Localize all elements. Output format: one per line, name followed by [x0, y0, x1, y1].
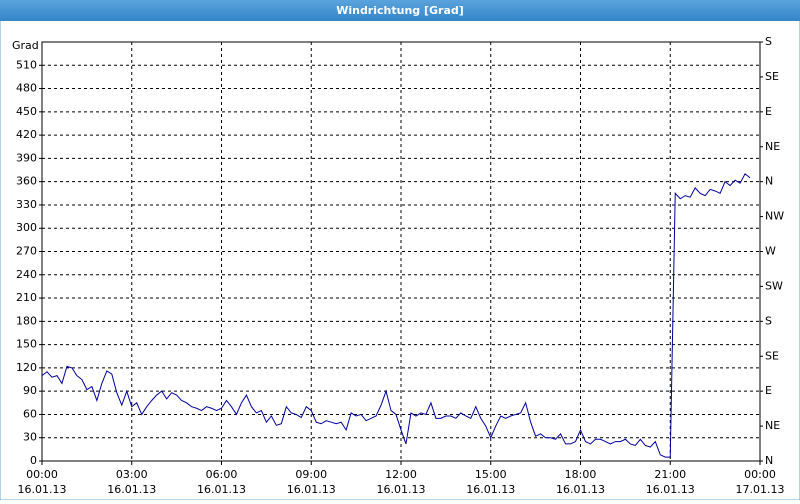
x-tick-date: 16.01.13 — [18, 483, 67, 496]
y-tick-label: 240 — [16, 268, 37, 281]
y-tick-label: 300 — [16, 221, 37, 234]
x-tick-label: 00:00 — [744, 468, 776, 481]
x-tick-date: 16.01.13 — [107, 483, 156, 496]
y-tick-label: 30 — [23, 431, 37, 444]
y-tick-label: 120 — [16, 361, 37, 374]
y-tick-label: 90 — [23, 384, 37, 397]
chart-title: Windrichtung [Grad] — [336, 4, 464, 17]
x-tick-label: 21:00 — [654, 468, 686, 481]
y2-tick-label: SE — [765, 349, 779, 362]
y-tick-label: 390 — [16, 151, 37, 164]
y2-tick-label: E — [765, 105, 772, 118]
y-tick-label: 180 — [16, 314, 37, 327]
y-tick-label: 0 — [30, 454, 37, 467]
data-line — [41, 173, 751, 458]
x-tick-date: 16.01.13 — [466, 483, 515, 496]
y2-tick-label: NW — [765, 210, 784, 223]
x-tick-label: 06:00 — [206, 468, 238, 481]
y2-tick-label: N — [765, 454, 773, 467]
y-tick-label: 420 — [16, 128, 37, 141]
y-tick-label: 450 — [16, 105, 37, 118]
x-tick-date: 16.01.13 — [287, 483, 336, 496]
y-tick-label: 150 — [16, 338, 37, 351]
y-tick-label: 330 — [16, 198, 37, 211]
x-tick-date: 17.01.13 — [736, 483, 785, 496]
y-axis-label: Grad — [12, 39, 39, 52]
x-tick-label: 00:00 — [26, 468, 58, 481]
title-bar — [0, 0, 800, 21]
x-tick-date: 16.01.13 — [646, 483, 695, 496]
x-tick-label: 18:00 — [565, 468, 597, 481]
y-tick-label: 60 — [23, 407, 37, 420]
x-tick-label: 12:00 — [385, 468, 417, 481]
x-tick-date: 16.01.13 — [556, 483, 605, 496]
y2-tick-label: E — [765, 384, 772, 397]
y-tick-label: 510 — [16, 58, 37, 71]
y2-tick-label: S — [765, 35, 772, 48]
y2-tick-label: S — [765, 314, 772, 327]
y-tick-label: 360 — [16, 175, 37, 188]
x-tick-date: 16.01.13 — [377, 483, 426, 496]
x-tick-label: 03:00 — [116, 468, 148, 481]
y2-tick-label: N — [765, 175, 773, 188]
y-tick-label: 210 — [16, 291, 37, 304]
y2-tick-label: W — [765, 245, 776, 258]
x-tick-label: 09:00 — [295, 468, 327, 481]
y2-tick-label: SE — [765, 70, 779, 83]
y2-tick-label: SW — [765, 279, 783, 292]
y-tick-label: 270 — [16, 245, 37, 258]
x-tick-date: 16.01.13 — [197, 483, 246, 496]
y-tick-label: 480 — [16, 82, 37, 95]
x-tick-label: 15:00 — [475, 468, 507, 481]
y2-tick-label: NE — [765, 419, 780, 432]
y2-tick-label: NE — [765, 140, 780, 153]
